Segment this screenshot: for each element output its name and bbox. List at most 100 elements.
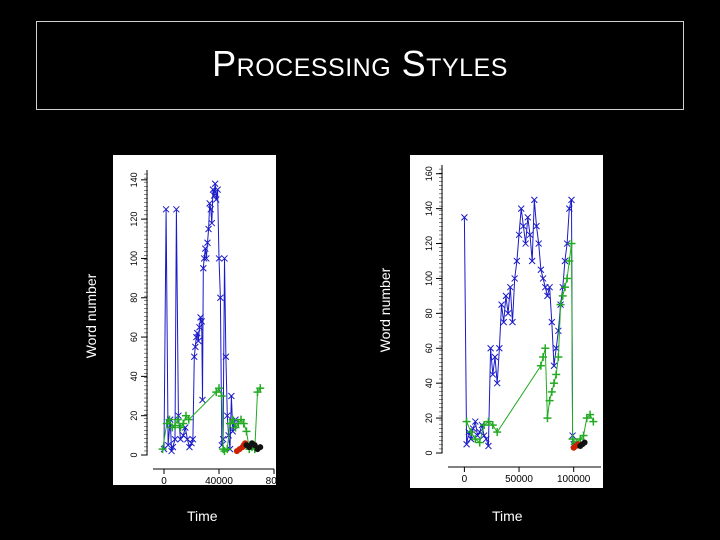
data-point [530, 196, 538, 204]
data-point [568, 196, 575, 204]
data-point [471, 418, 479, 425]
data-point [199, 396, 206, 404]
data-point [188, 439, 195, 447]
data-point [158, 445, 167, 454]
data-point [202, 255, 210, 262]
data-point [177, 435, 184, 443]
data-point [164, 441, 172, 449]
data-point [517, 205, 525, 212]
data-point [242, 427, 251, 436]
data-point [536, 361, 545, 370]
x-tick-label: 0 [462, 474, 468, 485]
y-tick-label: 60 [424, 343, 434, 353]
data-point [475, 438, 484, 447]
chart-panel-left: 0 20 40 60 80 100 120 140 0 40000 800 [113, 155, 283, 487]
data-point [186, 443, 193, 451]
y-tick-label: 100 [129, 251, 139, 266]
y-tick-label: 120 [424, 236, 434, 251]
data-point [168, 447, 175, 455]
chart-left: 0 20 40 60 80 100 120 140 0 40000 800 [129, 170, 283, 487]
data-point [217, 294, 224, 302]
data-point [211, 180, 219, 188]
data-point [192, 333, 200, 341]
data-point [200, 255, 208, 262]
data-point [555, 327, 562, 335]
data-point [520, 222, 527, 230]
data-point [189, 435, 197, 443]
data-point [500, 318, 508, 326]
data-point [461, 214, 468, 221]
series-3 [243, 440, 264, 453]
data-point [173, 415, 182, 424]
data-point [205, 225, 212, 233]
data-point [563, 240, 571, 247]
data-point [561, 257, 569, 265]
data-point [496, 344, 503, 352]
y-tick-label: 20 [424, 413, 434, 423]
y-tick-label: 100 [424, 271, 434, 286]
data-point [206, 200, 214, 207]
data-point [515, 231, 523, 239]
data-point [544, 292, 551, 300]
data-point [560, 283, 569, 292]
data-point [504, 310, 512, 317]
data-point [528, 257, 536, 265]
x-axis-label-left: Time [187, 508, 218, 524]
y-axis-label-left: Word number [83, 273, 99, 359]
data-point [257, 444, 264, 451]
y-tick-label: 0 [129, 452, 139, 457]
x-tick-label: 0 [161, 476, 167, 485]
data-point [482, 435, 490, 443]
data-point [217, 392, 226, 401]
data-point [550, 362, 558, 370]
data-point [221, 255, 228, 262]
data-point [215, 255, 223, 262]
y-tick-label: 160 [424, 166, 434, 181]
data-point [556, 300, 565, 309]
data-point [550, 379, 559, 388]
data-point [193, 329, 201, 337]
data-point [502, 292, 510, 300]
data-point [484, 417, 493, 426]
data-point [212, 196, 220, 203]
series-line [463, 199, 575, 447]
data-point [526, 231, 534, 239]
data-point [489, 371, 497, 378]
data-point [208, 219, 216, 227]
data-point [199, 264, 207, 272]
data-point [466, 428, 475, 437]
y-tick-label: 0 [424, 450, 434, 455]
data-point [173, 205, 180, 213]
data-point [511, 275, 519, 282]
data-point [171, 421, 179, 430]
data-point [471, 435, 480, 444]
data-point [509, 318, 516, 326]
chart-panel-right: 0 20 40 60 80 100 120 140 160 0 50000 100000 [410, 155, 603, 488]
data-point [223, 445, 232, 454]
data-point [197, 314, 204, 321]
data-point [541, 344, 550, 353]
series-line [466, 243, 594, 446]
data-point [545, 396, 554, 405]
data-point [162, 205, 170, 213]
data-point [552, 370, 561, 379]
data-point [524, 214, 532, 221]
y-tick-label: 140 [424, 201, 434, 216]
data-point [467, 435, 475, 443]
data-point [223, 412, 231, 420]
data-point [179, 419, 188, 428]
series-3 [577, 439, 588, 450]
data-point [165, 415, 174, 424]
data-point [543, 414, 552, 423]
data-point [195, 337, 202, 345]
y-tick-label: 40 [129, 371, 139, 381]
data-point [506, 283, 514, 291]
slide-title: Processing Styles [212, 43, 508, 84]
data-point [228, 392, 235, 400]
data-point [493, 428, 502, 437]
data-point [581, 439, 588, 446]
data-point [210, 192, 218, 199]
data-point [463, 440, 470, 448]
y-tick-label: 40 [424, 378, 434, 388]
x-tick-label: 800 [266, 476, 276, 485]
